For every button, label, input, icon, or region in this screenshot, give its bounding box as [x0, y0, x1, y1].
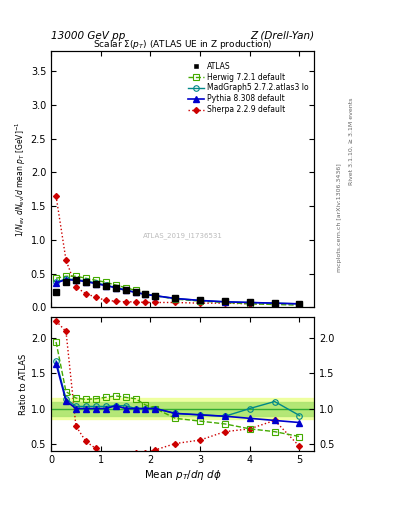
Y-axis label: Ratio to ATLAS: Ratio to ATLAS: [19, 353, 28, 415]
Title: Scalar $\Sigma(p_T)$ (ATLAS UE in Z production): Scalar $\Sigma(p_T)$ (ATLAS UE in Z prod…: [93, 38, 272, 51]
Bar: [51, 398, 314, 419]
Text: ATLAS_2019_I1736531: ATLAS_2019_I1736531: [143, 232, 223, 239]
X-axis label: Mean $p_T/d\eta\ d\phi$: Mean $p_T/d\eta\ d\phi$: [144, 468, 222, 482]
Legend: ATLAS, Herwig 7.2.1 default, MadGraph5 2.7.2.atlas3 lo, Pythia 8.308 default, Sh: ATLAS, Herwig 7.2.1 default, MadGraph5 2…: [186, 60, 310, 116]
Text: Rivet 3.1.10, ≥ 3.1M events: Rivet 3.1.10, ≥ 3.1M events: [349, 97, 354, 184]
Y-axis label: $1/N_\mathrm{ev}\ dN_\mathrm{ev}/d\ \mathrm{mean}\ p_T\ [\mathrm{GeV}]^{-1}$: $1/N_\mathrm{ev}\ dN_\mathrm{ev}/d\ \mat…: [13, 121, 28, 237]
Bar: [51, 401, 314, 416]
Text: 13000 GeV pp: 13000 GeV pp: [51, 31, 125, 41]
Text: Z (Drell-Yan): Z (Drell-Yan): [250, 31, 314, 41]
Text: mcplots.cern.ch [arXiv:1306.3436]: mcplots.cern.ch [arXiv:1306.3436]: [338, 163, 342, 272]
